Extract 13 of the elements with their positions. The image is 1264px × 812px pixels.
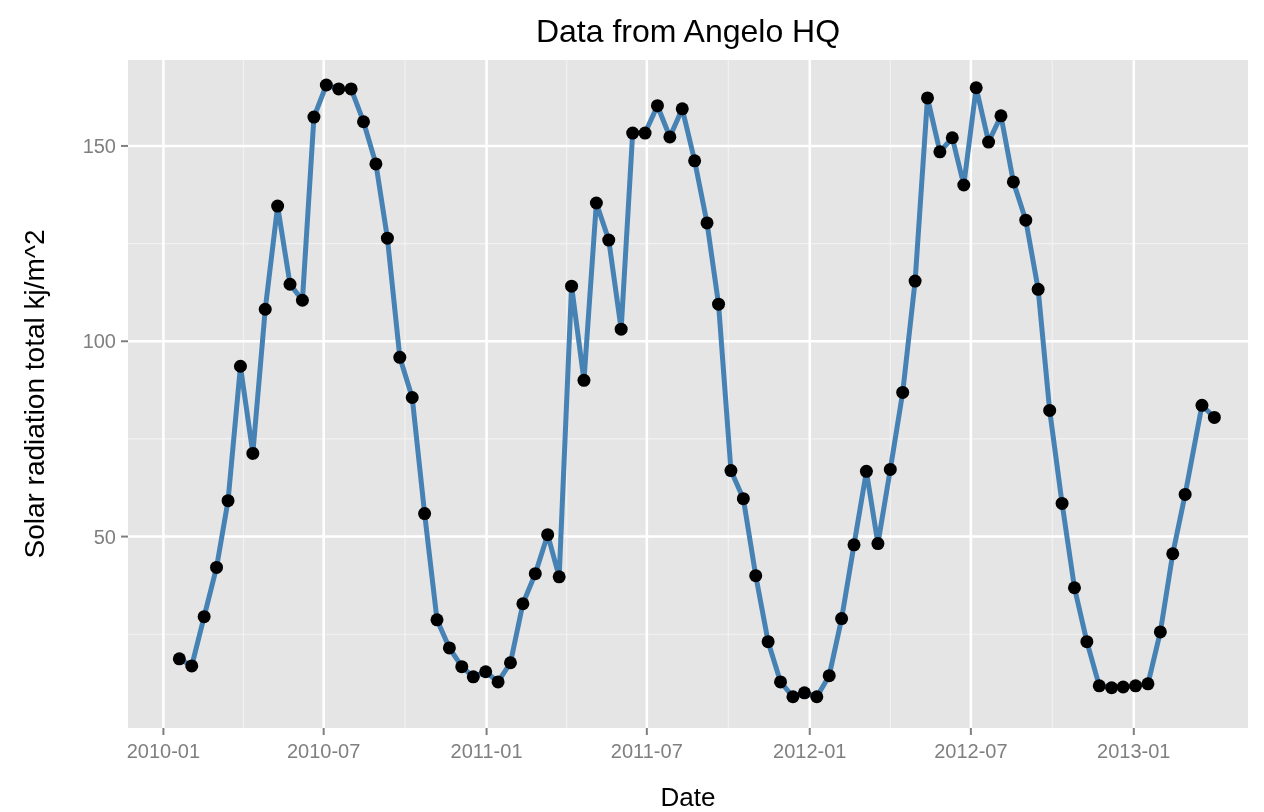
x-tick-label: 2011-07 xyxy=(610,740,683,762)
x-tick-label: 2012-01 xyxy=(773,740,847,762)
x-tick-label: 2013-01 xyxy=(1097,740,1171,762)
x-tick-label: 2010-01 xyxy=(126,740,201,762)
x-tick-label: 2011-01 xyxy=(450,740,523,762)
y-tick-label: 100 xyxy=(82,330,116,353)
y-axis-title: Solar radiation total kj/m^2 xyxy=(19,229,50,559)
y-tick-label: 50 xyxy=(93,525,116,548)
x-tick-label: 2010-07 xyxy=(286,740,361,762)
x-tick-label: 2012-07 xyxy=(934,740,1008,762)
y-tick-label: 150 xyxy=(82,134,116,157)
x-axis-title: Date xyxy=(660,782,716,812)
chart-title: Data from Angelo HQ xyxy=(535,13,841,49)
